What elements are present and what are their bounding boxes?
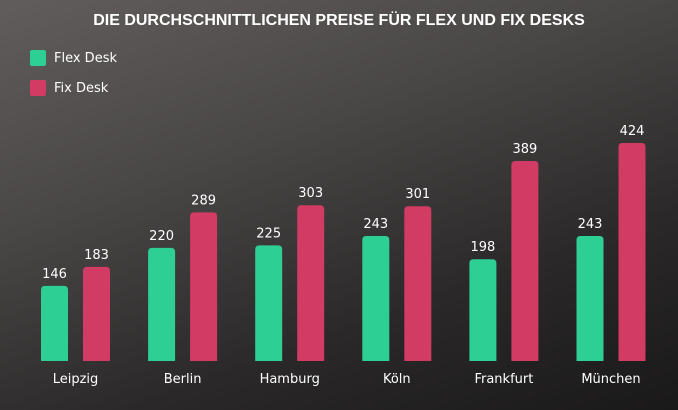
data-label: 301: [405, 187, 430, 202]
bar-fix-leipzig: [83, 266, 110, 361]
legend-swatch-fix: [30, 80, 46, 96]
bar-flex-köln: [362, 236, 390, 361]
data-label: 225: [256, 226, 281, 241]
legend-label-flex: Flex Desk: [54, 50, 117, 66]
data-label: 220: [149, 229, 174, 244]
data-label: 243: [578, 217, 603, 232]
bar-flex-leipzig: [41, 285, 68, 361]
x-tick-label: Frankfurt: [474, 372, 533, 387]
chart-title: DIE DURCHSCHNITTLICHEN PREISE FÜR FLEX U…: [93, 12, 585, 29]
data-label: 198: [470, 240, 495, 255]
legend-label-fix: Fix Desk: [54, 80, 109, 96]
bar-flex-hamburg: [255, 245, 283, 361]
bar-fix-berlin: [190, 212, 218, 361]
x-tick-label: Leipzig: [53, 372, 99, 387]
bar-fix-hamburg: [297, 205, 325, 361]
legend-fix-desk: Fix Desk: [30, 80, 108, 96]
data-label: 389: [512, 142, 537, 157]
data-label: 289: [191, 193, 216, 208]
data-label: 243: [363, 217, 388, 232]
bar-flex-münchen: [576, 236, 604, 361]
data-label: 183: [84, 248, 109, 263]
legend-swatch-flex: [30, 50, 46, 66]
bar-flex-berlin: [148, 247, 176, 361]
bar-flex-frankfurt: [469, 259, 497, 361]
bar-fix-köln: [404, 206, 432, 361]
x-tick-label: München: [581, 372, 640, 387]
x-tick-label: Hamburg: [260, 372, 320, 387]
data-label: 303: [298, 186, 323, 201]
data-label: 424: [620, 124, 645, 139]
bar-fix-frankfurt: [511, 160, 539, 361]
legend-flex-desk: Flex Desk: [30, 50, 117, 66]
data-label: 146: [42, 267, 67, 282]
x-tick-label: Berlin: [164, 372, 202, 387]
x-tick-label: Köln: [383, 372, 411, 387]
bar-fix-münchen: [618, 143, 646, 361]
